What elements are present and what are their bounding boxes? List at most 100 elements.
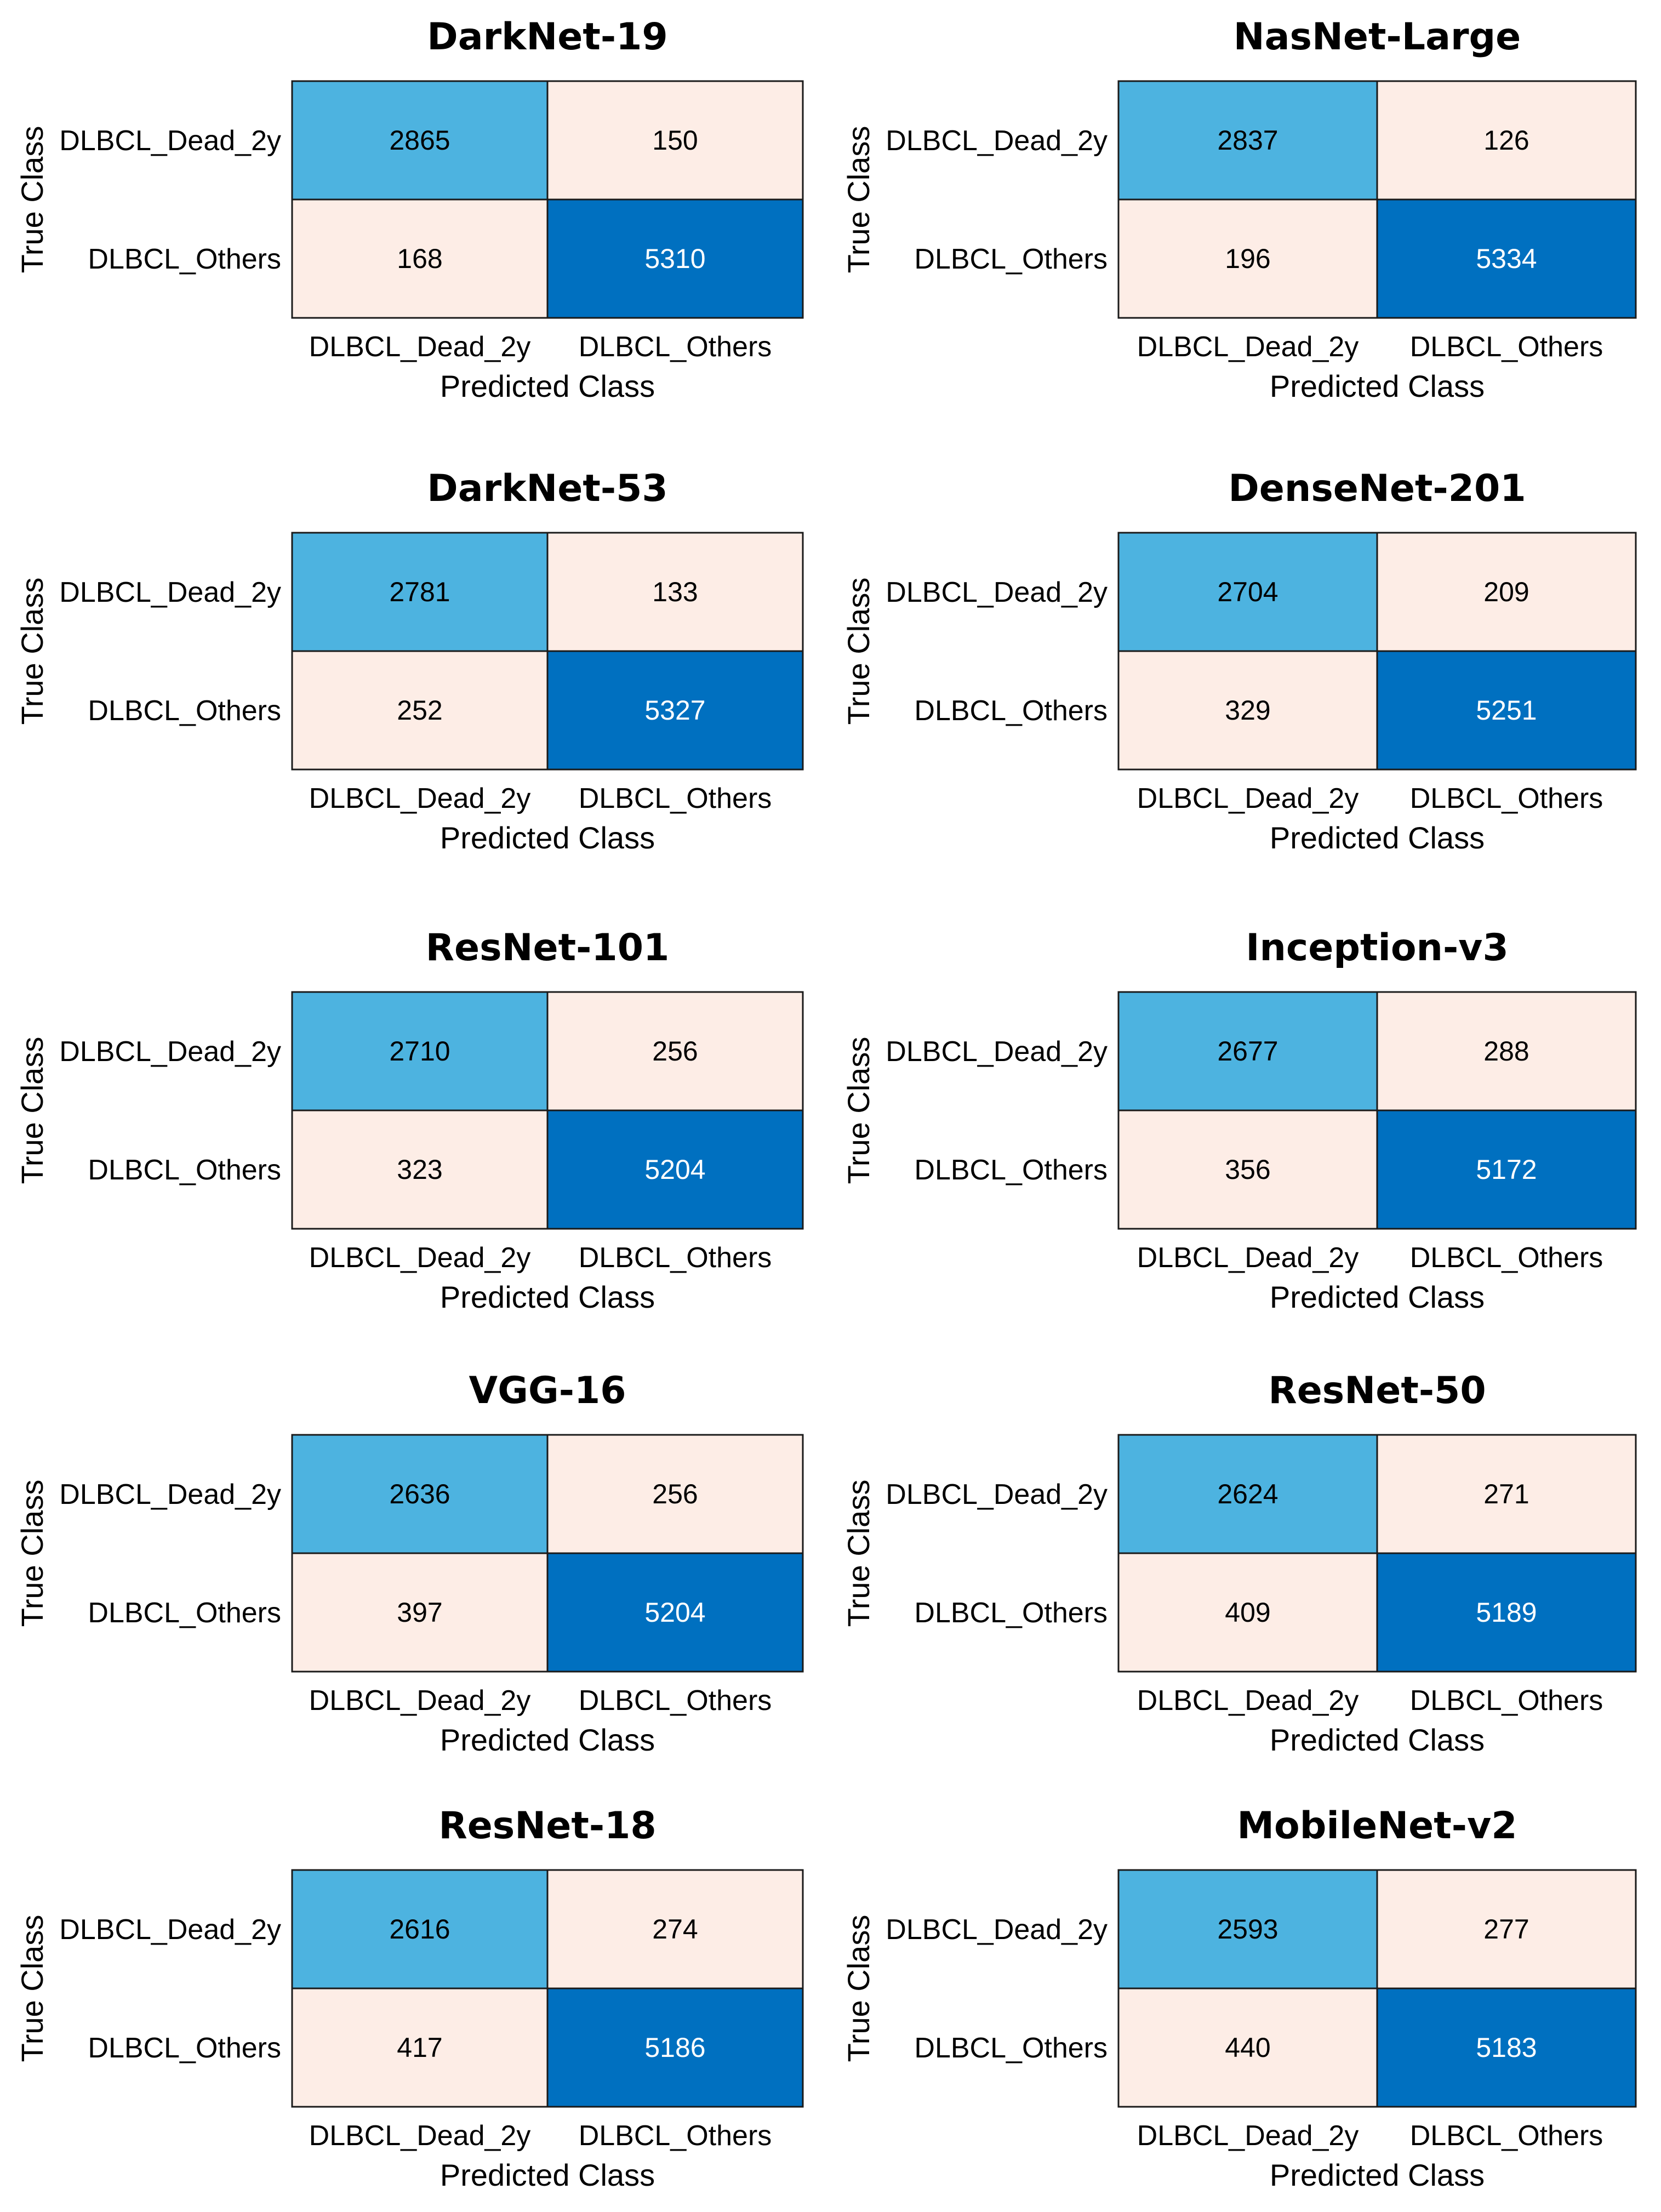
panel-title: ResNet-50 <box>1268 1369 1486 1412</box>
matrix-cell <box>546 80 804 201</box>
matrix-cell <box>1117 1109 1378 1230</box>
matrix-cell <box>1117 650 1378 771</box>
x-tick-label: DLBCL_Others <box>579 783 772 814</box>
y-tick-label: DLBCL_Others <box>88 2032 281 2064</box>
cell-value-label: 2593 <box>1217 1914 1278 1945</box>
y-tick-label: DLBCL_Dead_2y <box>59 1036 281 1068</box>
cell-value-label: 5183 <box>1476 2032 1537 2063</box>
x-tick-label: DLBCL_Dead_2y <box>1137 2120 1359 2152</box>
matrix-cell <box>291 1987 549 2108</box>
matrix-cell <box>291 991 549 1111</box>
x-tick-label: DLBCL_Dead_2y <box>309 1242 531 1274</box>
confusion-matrix-panel: DenseNet-201 2704 209 329 5251 DLBCL_Dead_2y D… <box>841 467 1637 855</box>
panel-title: Inception-v3 <box>1246 926 1509 970</box>
y-axis-label: True Class <box>841 578 876 725</box>
cell-value-label: 271 <box>1483 1479 1529 1509</box>
cell-value-label: 5310 <box>644 243 705 274</box>
cell-value-label: 2710 <box>389 1036 450 1067</box>
panel-title: DarkNet-53 <box>427 467 667 510</box>
matrix-cell <box>1376 1869 1637 1989</box>
panel-title: VGG-16 <box>469 1369 626 1412</box>
matrix-cell <box>291 1552 549 1673</box>
matrix-cell <box>1117 1987 1378 2108</box>
x-tick-label: DLBCL_Dead_2y <box>1137 783 1359 814</box>
matrix-cell <box>1117 1869 1378 1989</box>
matrix-cell <box>1376 650 1637 771</box>
cell-value-label: 256 <box>652 1036 698 1067</box>
cell-value-label: 5204 <box>644 1597 705 1628</box>
panel-title: ResNet-18 <box>438 1804 656 1848</box>
cell-value-label: 209 <box>1483 577 1529 607</box>
panel-title: ResNet-101 <box>426 926 670 970</box>
panel-title: DenseNet-201 <box>1228 467 1526 510</box>
cell-value-label: 2865 <box>389 125 450 156</box>
cell-value-label: 356 <box>1225 1154 1270 1185</box>
y-tick-label: DLBCL_Dead_2y <box>59 1914 281 1946</box>
cell-value-label: 133 <box>652 577 698 607</box>
cell-value-label: 5186 <box>644 2032 705 2063</box>
matrix-cell <box>1376 1987 1637 2108</box>
x-axis-label: Predicted Class <box>1270 1723 1485 1757</box>
matrix-cell <box>546 532 804 652</box>
cell-value-label: 2781 <box>389 577 450 607</box>
x-tick-label: DLBCL_Dead_2y <box>309 1685 531 1717</box>
cell-value-label: 2624 <box>1217 1479 1278 1509</box>
panel-title: NasNet-Large <box>1234 15 1521 59</box>
x-tick-label: DLBCL_Others <box>1410 331 1603 363</box>
cell-value-label: 2616 <box>389 1914 450 1945</box>
x-axis-label: Predicted Class <box>1270 820 1485 855</box>
confusion-matrix-panel: Inception-v3 2677 288 356 5172 DLBCL_Dead_2y D… <box>841 926 1637 1314</box>
cell-value-label: 5204 <box>644 1154 705 1185</box>
matrix-cell <box>1117 80 1378 201</box>
y-tick-label: DLBCL_Others <box>914 695 1108 727</box>
cell-value-label: 417 <box>397 2032 442 2063</box>
matrix-cell <box>1376 80 1637 201</box>
cell-value-label: 168 <box>397 243 442 274</box>
cell-value-label: 5334 <box>1476 243 1537 274</box>
x-tick-label: DLBCL_Others <box>579 2120 772 2152</box>
y-tick-label: DLBCL_Dead_2y <box>59 1479 281 1510</box>
y-axis-label: True Class <box>15 1915 49 2062</box>
y-axis-label: True Class <box>841 1037 876 1184</box>
confusion-matrix-panel: ResNet-50 2624 271 409 5189 DLBCL_Dead_2y DLBC… <box>841 1369 1637 1757</box>
x-tick-label: DLBCL_Others <box>1410 783 1603 814</box>
cell-value-label: 5172 <box>1476 1154 1537 1185</box>
matrix-cell <box>1117 1552 1378 1673</box>
x-axis-label: Predicted Class <box>1270 1280 1485 1314</box>
matrix-cell <box>291 198 549 319</box>
cell-value-label: 150 <box>652 125 698 156</box>
x-tick-label: DLBCL_Dead_2y <box>1137 1242 1359 1274</box>
matrix-cell <box>1376 1434 1637 1554</box>
y-axis-label: True Class <box>841 126 876 273</box>
matrix-cell <box>546 1434 804 1554</box>
x-tick-label: DLBCL_Others <box>579 1242 772 1274</box>
y-tick-label: DLBCL_Dead_2y <box>886 1036 1108 1068</box>
matrix-cell <box>291 1109 549 1230</box>
x-axis-label: Predicted Class <box>1270 369 1485 403</box>
y-tick-label: DLBCL_Others <box>88 1154 281 1186</box>
cell-value-label: 5189 <box>1476 1597 1537 1628</box>
matrix-cell <box>1117 1434 1378 1554</box>
x-tick-label: DLBCL_Others <box>579 1685 772 1717</box>
cell-value-label: 409 <box>1225 1597 1270 1628</box>
y-tick-label: DLBCL_Others <box>88 243 281 275</box>
cell-value-label: 252 <box>397 695 442 726</box>
cell-value-label: 2677 <box>1217 1036 1278 1067</box>
cell-value-label: 274 <box>652 1914 698 1945</box>
matrix-cell <box>546 198 804 319</box>
cell-value-label: 288 <box>1483 1036 1529 1067</box>
y-tick-label: DLBCL_Others <box>914 1597 1108 1629</box>
y-tick-label: DLBCL_Dead_2y <box>886 577 1108 608</box>
confusion-matrix-panel: VGG-16 2636 256 397 5204 DLBCL_Dead_2y DLBCL_O… <box>15 1369 804 1757</box>
y-tick-label: DLBCL_Others <box>914 1154 1108 1186</box>
panel-title: DarkNet-19 <box>427 15 667 59</box>
matrix-cell <box>1117 532 1378 652</box>
confusion-matrix-panel: ResNet-18 2616 274 417 5186 DLBCL_Dead_2y DLBC… <box>15 1804 804 2192</box>
x-axis-label: Predicted Class <box>440 1280 655 1314</box>
y-tick-label: DLBCL_Dead_2y <box>886 1914 1108 1946</box>
y-axis-label: True Class <box>841 1915 876 2062</box>
confusion-matrix-panel: ResNet-101 2710 256 323 5204 DLBCL_Dead_2y DLB… <box>15 926 804 1314</box>
y-tick-label: DLBCL_Dead_2y <box>886 1479 1108 1510</box>
matrix-cell <box>1376 198 1637 319</box>
